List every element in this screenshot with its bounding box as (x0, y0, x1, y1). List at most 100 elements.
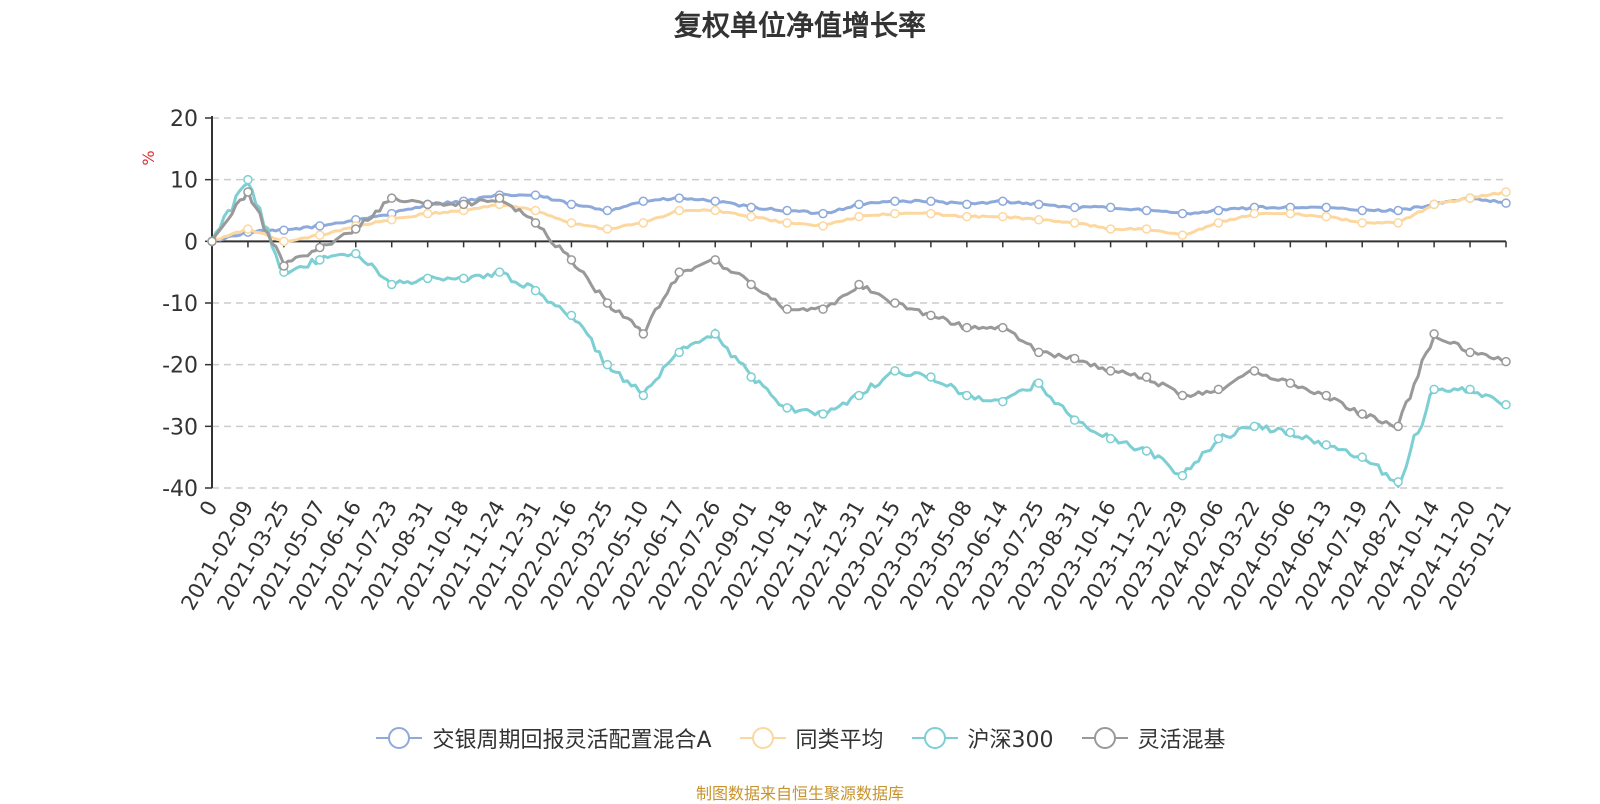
data-point (782, 304, 792, 314)
data-point (638, 196, 649, 206)
data-point (818, 221, 828, 231)
data-point (422, 199, 433, 210)
data-point (890, 298, 900, 308)
data-point (1393, 218, 1403, 228)
legend-item-2[interactable]: 同类平均 (738, 722, 884, 754)
source-note: 制图数据来自恒生聚源数据库 (695, 784, 904, 803)
data-point (1321, 390, 1332, 401)
data-point (710, 205, 720, 216)
data-point (638, 390, 649, 401)
legend-line-circle-icon (376, 727, 423, 749)
data-point (1177, 390, 1188, 401)
data-point (243, 224, 253, 234)
data-point (530, 205, 541, 216)
legend-line-circle-icon (739, 727, 786, 749)
data-point (746, 211, 756, 222)
data-point (458, 273, 469, 284)
data-point (386, 279, 397, 290)
legend-item-1[interactable]: 交银周期回报灵活配置混合A (374, 722, 712, 754)
data-point (674, 193, 685, 203)
legend-label: 灵活混基 (1137, 728, 1226, 753)
data-point (674, 205, 685, 216)
axis-layer (205, 116, 1507, 489)
data-point (1033, 347, 1044, 358)
data-point (207, 236, 217, 247)
data-point (890, 366, 900, 376)
data-point (1357, 409, 1367, 419)
data-point (818, 304, 828, 314)
data-point (1357, 452, 1367, 462)
y-axis-label: % (139, 150, 158, 165)
y-tick-label: -40 (162, 477, 198, 502)
data-point (1249, 421, 1260, 432)
data-point (494, 193, 505, 203)
data-point (890, 208, 900, 219)
data-point (818, 409, 828, 419)
data-point (1069, 218, 1080, 228)
legend: 交银周期回报灵活配置混合A 同类平均 沪深300 灵活混基 (0, 722, 1600, 754)
legend-item-4[interactable]: 灵活混基 (1080, 722, 1226, 754)
data-point (1213, 433, 1224, 444)
y-tick-label: 10 (170, 169, 198, 194)
legend-item-3[interactable]: 沪深300 (910, 722, 1054, 754)
data-point (243, 174, 253, 185)
data-point (782, 218, 792, 228)
data-point (566, 218, 577, 228)
y-tick-label: 0 (184, 230, 198, 255)
data-point (1465, 384, 1475, 395)
data-point (854, 279, 864, 290)
series-4 (207, 187, 1511, 432)
data-point (422, 273, 433, 284)
data-point (1105, 202, 1116, 213)
data-point (1393, 421, 1403, 432)
data-point (1069, 415, 1080, 425)
grid-layer (212, 117, 1506, 489)
data-point (1285, 378, 1296, 388)
data-point (1321, 211, 1332, 222)
series-line (210, 181, 1506, 488)
data-point (1177, 230, 1188, 240)
series-3 (207, 174, 1511, 488)
data-point (1321, 202, 1332, 213)
data-point (746, 202, 756, 213)
data-point (1249, 208, 1260, 219)
legend-label: 交银周期回报灵活配置混合A (432, 728, 712, 753)
data-point (746, 372, 756, 382)
data-point (710, 329, 720, 339)
data-point (458, 199, 469, 210)
data-point (1105, 366, 1116, 376)
series-2 (207, 187, 1511, 247)
data-point (890, 196, 900, 206)
data-point (926, 372, 936, 382)
chart-title: 复权单位净值增长率 (673, 9, 926, 42)
data-point (818, 208, 828, 219)
data-point (279, 236, 289, 247)
data-point (1285, 208, 1296, 219)
data-point (351, 248, 361, 259)
data-point (1105, 433, 1116, 444)
data-point (998, 211, 1008, 222)
data-point (602, 205, 613, 216)
legend-label: 同类平均 (795, 728, 884, 753)
data-point (1033, 378, 1044, 388)
data-point (602, 359, 613, 370)
data-point (351, 224, 361, 234)
data-point (315, 242, 325, 253)
data-point (638, 329, 649, 339)
data-point (279, 225, 289, 235)
data-point (1501, 400, 1511, 410)
data-point (1069, 353, 1080, 364)
y-tick-label: -10 (162, 292, 198, 317)
data-point (494, 267, 505, 277)
data-point (926, 196, 936, 206)
legend-line-circle-icon (911, 727, 958, 749)
data-point (782, 403, 792, 413)
data-point (566, 310, 577, 321)
data-point (1357, 218, 1367, 228)
label-layer: 20100-10-20-30-40%02021-02-092021-03-252… (139, 107, 1516, 614)
data-point (746, 279, 756, 290)
data-point (1177, 208, 1188, 219)
data-point (422, 208, 433, 219)
data-point (279, 261, 289, 271)
